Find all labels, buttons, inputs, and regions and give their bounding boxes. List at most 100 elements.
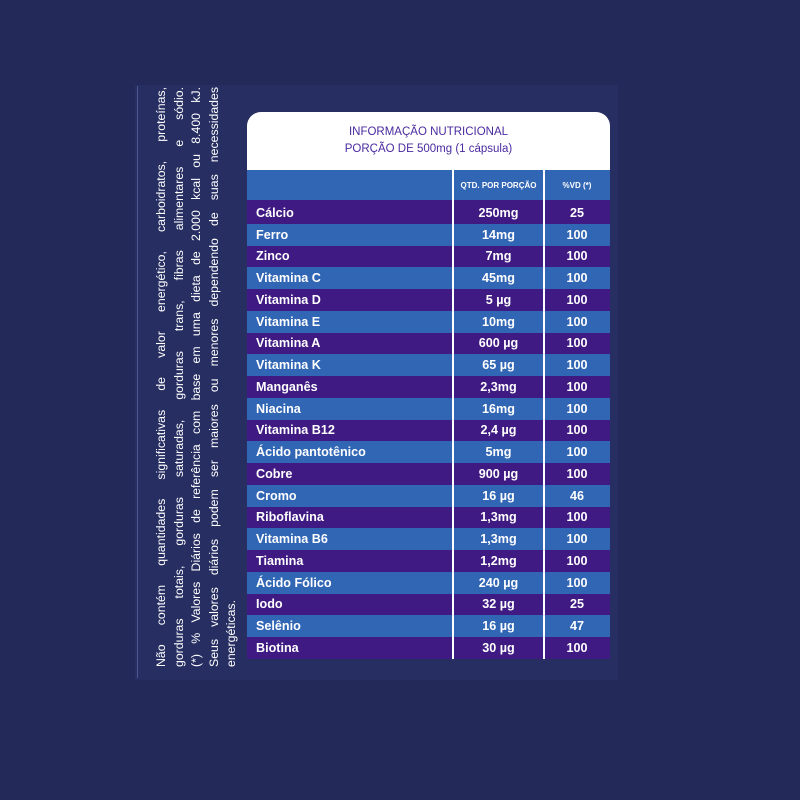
nutrient-name: Vitamina A [256, 336, 321, 351]
table-body: QTD. POR PORÇÃO %VD (*) Cálcio 250mg 25 Fer… [247, 170, 610, 659]
nutrient-qty: 250mg [478, 205, 519, 220]
nutrient-name: Biotina [256, 640, 299, 655]
nutrient-name: Vitamina E [256, 314, 321, 329]
nutrient-vd: 100 [566, 292, 588, 307]
table-row: Ácido pantotênico 5mg 100 [247, 441, 610, 463]
nutrient-qty: 45mg [482, 271, 515, 286]
nutrient-vd: 47 [569, 619, 584, 634]
nutrient-qty: 30 µg [482, 640, 515, 655]
nutrient-qty: 65 µg [482, 358, 515, 373]
nutrient-qty: 2,4 µg [480, 423, 517, 438]
nutrient-qty: 16mg [482, 401, 515, 416]
nutrient-name: Vitamina C [256, 271, 321, 286]
nutrient-name: Vitamina K [256, 358, 321, 373]
nutrient-vd: 100 [566, 379, 588, 394]
side-note-line: gorduras totais, gorduras saturadas, gor… [171, 87, 186, 667]
nutrient-vd: 100 [566, 271, 588, 286]
nutrient-name: Cobre [256, 466, 293, 481]
side-note-line: Seus valores diários podem ser maiores o… [206, 87, 221, 667]
nutrient-vd: 100 [566, 553, 588, 568]
nutrient-qty: 16 µg [482, 488, 515, 503]
nutrient-vd: 100 [566, 336, 588, 351]
nutrient-vd: 100 [566, 314, 588, 329]
nutrient-vd: 100 [566, 227, 588, 242]
nutrient-vd: 100 [566, 510, 588, 525]
nutrient-name: Iodo [256, 597, 283, 612]
nutrient-name: Ácido Fólico [256, 575, 332, 590]
nutrient-name: Cálcio [256, 205, 294, 220]
table-row: Vitamina A 600 µg 100 [247, 332, 610, 355]
side-note: Não contém quantidades significativas de… [153, 87, 241, 667]
nutrient-qty: 1,2mg [480, 553, 517, 568]
table-row: Riboflavina 1,3mg 100 [247, 506, 610, 529]
table-row: Ferro 14mg 100 [247, 223, 610, 246]
table-row: Vitamina K 65 µg 100 [247, 354, 610, 376]
nutrient-name: Riboflavina [256, 510, 324, 525]
table-row: Biotina 30 µg 100 [247, 637, 610, 659]
nutrient-qty: 1,3mg [480, 532, 517, 547]
nutrient-qty: 240 µg [478, 575, 519, 590]
table-row: Niacina 16mg 100 [247, 397, 610, 420]
row-spacer [247, 200, 610, 202]
table-row: Vitamina E 10mg 100 [247, 310, 610, 333]
table-row: Cálcio 250mg 25 [247, 202, 610, 224]
side-note-line: energéticas. [224, 600, 238, 667]
table-row: Vitamina B12 2,4 µg 100 [247, 419, 610, 442]
nutrition-table: INFORMAÇÃO NUTRICIONAL PORÇÃO DE 500mg (… [247, 112, 610, 659]
nutrient-vd: 100 [566, 640, 588, 655]
nutrient-vd: 100 [566, 249, 588, 264]
nutrient-qty: 5mg [485, 445, 512, 460]
nutrient-qty: 1,3mg [480, 510, 517, 525]
nutrient-qty: 2,3mg [480, 379, 517, 394]
column-divider [452, 170, 454, 659]
nutrient-vd: 100 [566, 466, 588, 481]
nutrient-vd: 100 [566, 358, 588, 373]
nutrient-qty: 7mg [485, 249, 512, 264]
nutrient-vd: 100 [566, 532, 588, 547]
nutrient-qty: 600 µg [478, 336, 519, 351]
column-header-vd: %VD (*) [562, 180, 592, 190]
table-row: Tiamina 1,2mg 100 [247, 550, 610, 572]
nutrient-name: Vitamina D [256, 292, 321, 307]
nutrient-name: Ácido pantotênico [256, 445, 366, 460]
nutrient-name: Niacina [256, 401, 301, 416]
nutrient-vd: 25 [569, 597, 584, 612]
table-row: Cromo 16 µg 46 [247, 484, 610, 507]
nutrient-vd: 100 [566, 423, 588, 438]
table-row: Cobre 900 µg 100 [247, 463, 610, 485]
table-row: Iodo 32 µg 25 [247, 593, 610, 616]
table-header: INFORMAÇÃO NUTRICIONAL PORÇÃO DE 500mg (… [247, 112, 610, 170]
nutrient-qty: 10mg [482, 314, 515, 329]
nutrient-name: Cromo [256, 488, 297, 503]
nutrient-name: Tiamina [256, 553, 304, 568]
table-title: INFORMAÇÃO NUTRICIONAL [348, 126, 509, 138]
table-row: Selênio 16 µg 47 [247, 615, 610, 637]
column-header-row: QTD. POR PORÇÃO %VD (*) [247, 170, 610, 200]
nutrient-qty: 16 µg [482, 619, 515, 634]
nutrient-qty: 5 µg [485, 292, 512, 307]
table-row: Vitamina B6 1,3mg 100 [247, 528, 610, 550]
table-row: Ácido Fólico 240 µg 100 [247, 571, 610, 594]
nutrient-qty: 32 µg [482, 597, 515, 612]
table-row: Vitamina C 45mg 100 [247, 267, 610, 289]
table-row: Zinco 7mg 100 [247, 245, 610, 268]
nutrient-vd: 100 [566, 445, 588, 460]
nutrient-name: Ferro [256, 227, 289, 242]
table-portion: PORÇÃO DE 500mg (1 cápsula) [344, 143, 513, 155]
nutrient-name: Manganês [256, 379, 318, 394]
nutrient-vd: 100 [566, 401, 588, 416]
nutrient-qty: 900 µg [478, 466, 519, 481]
panel-divider [137, 86, 138, 678]
nutrient-name: Vitamina B6 [256, 532, 328, 547]
nutrient-vd: 100 [566, 575, 588, 590]
column-divider [543, 170, 545, 659]
side-note-line: (*) % Valores Diários de referência com … [189, 87, 203, 667]
table-row: Vitamina D 5 µg 100 [247, 289, 610, 311]
nutrient-qty: 14mg [482, 227, 515, 242]
nutrient-name: Vitamina B12 [256, 423, 335, 438]
nutrient-vd: 25 [569, 205, 584, 220]
side-note-line: Não contém quantidades significativas de… [154, 87, 168, 667]
table-row: Manganês 2,3mg 100 [247, 376, 610, 398]
nutrient-name: Selênio [256, 619, 301, 634]
nutrient-vd: 46 [569, 488, 584, 503]
